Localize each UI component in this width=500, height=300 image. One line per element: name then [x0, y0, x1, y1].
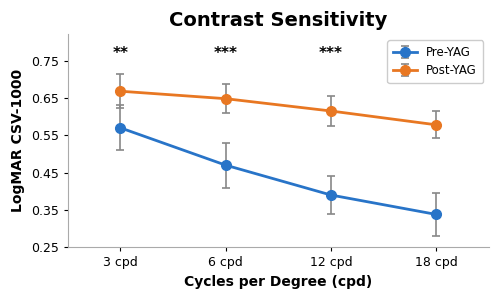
- Y-axis label: LogMAR CSV-1000: LogMAR CSV-1000: [11, 69, 25, 212]
- Legend: Pre-YAG, Post-YAG: Pre-YAG, Post-YAG: [388, 40, 483, 83]
- Title: Contrast Sensitivity: Contrast Sensitivity: [169, 11, 388, 30]
- X-axis label: Cycles per Degree (cpd): Cycles per Degree (cpd): [184, 275, 372, 289]
- Text: ***: ***: [319, 46, 343, 61]
- Text: ***: ***: [214, 46, 238, 61]
- Text: ***: ***: [424, 46, 448, 61]
- Text: **: **: [112, 46, 128, 61]
